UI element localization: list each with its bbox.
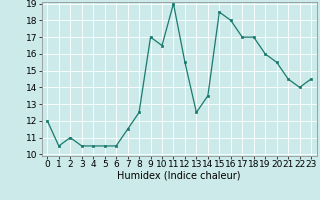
X-axis label: Humidex (Indice chaleur): Humidex (Indice chaleur)	[117, 171, 241, 181]
